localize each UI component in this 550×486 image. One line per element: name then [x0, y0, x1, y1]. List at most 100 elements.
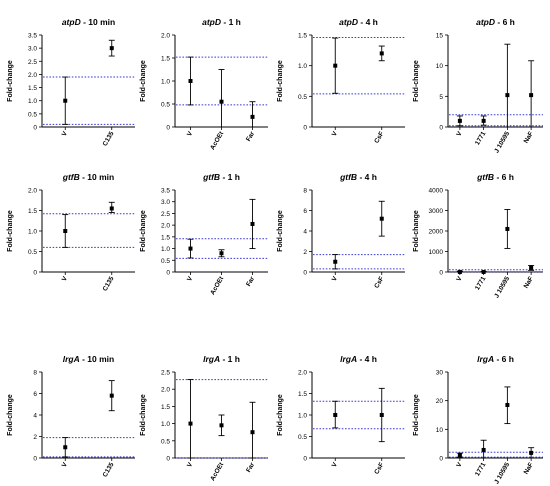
y-tick-label: 1.5 [298, 33, 307, 40]
chart-title: lrgA - 10 min [63, 354, 114, 364]
y-axis-label: Fold-change [7, 394, 14, 436]
title-gene: lrgA [203, 354, 220, 364]
title-suffix: - 1 h [221, 17, 241, 27]
chart-title: atpD - 1 h [202, 17, 241, 27]
y-tick-label: 0 [166, 270, 170, 277]
chart-title: atpD - 6 h [476, 17, 515, 27]
title-suffix: - 4 h [358, 17, 378, 27]
y-tick-label: 2.0 [28, 72, 37, 79]
title-suffix: - 4 h [357, 354, 377, 364]
y-tick-label: 4 [303, 229, 307, 236]
x-tick-label: V [455, 461, 464, 469]
title-suffix: - 4 h [357, 172, 377, 182]
data-point [250, 430, 255, 435]
title-suffix: - 1 h [220, 172, 240, 182]
data-point [379, 413, 384, 417]
data-point [457, 118, 462, 123]
data-point [529, 450, 534, 455]
x-tick-label: V [61, 130, 70, 138]
chart-title: lrgA - 1 h [203, 354, 240, 364]
title-suffix: - 6 h [494, 354, 514, 364]
y-tick-label: 1.0 [298, 63, 307, 70]
chart-panel-7: gtfB - 4 h Fold-change 0 2 4 6 8 V CsF [277, 172, 405, 290]
y-tick-label: 2.0 [161, 223, 170, 230]
y-axis-label: Fold-change [277, 60, 284, 102]
y-tick-label: 20 [436, 398, 444, 405]
y-tick-label: 8 [33, 370, 37, 377]
title-suffix: - 10 min [80, 354, 114, 364]
chart-panel-1: atpD - 10 min Fold-change 0 0.5 1.0 1.5 2.0 2.5… [7, 17, 135, 147]
y-tick-label: 0 [33, 456, 37, 463]
y-tick-label: 0.5 [161, 258, 170, 265]
data-point [481, 118, 486, 123]
x-tick-label: J 10595 [493, 130, 511, 154]
data-point [379, 216, 384, 221]
chart-title: atpD - 10 min [62, 17, 115, 27]
data-point [481, 447, 486, 452]
title-gene: gtfB [62, 172, 80, 182]
data-point [333, 63, 338, 68]
x-tick-label: V [331, 130, 340, 138]
y-axis-label: Fold-change [413, 210, 420, 252]
data-point [109, 206, 114, 211]
y-tick-label: 1.5 [28, 85, 37, 92]
y-tick-label: 0.5 [298, 94, 307, 101]
x-tick-label: C135 [102, 130, 116, 147]
x-tick-label: CsF [373, 130, 385, 144]
chart-panel-11: lrgA - 4 h Fold-change 0 0.5 1.0 1.5 2.0 V CsF [277, 354, 405, 476]
y-tick-label: 2.0 [161, 387, 170, 394]
y-tick-label: 1.5 [28, 208, 37, 215]
x-tick-label: Far [245, 275, 256, 288]
y-tick-label: 1.5 [298, 391, 307, 398]
y-tick-label: 6 [33, 391, 37, 398]
y-tick-label: 3.0 [161, 199, 170, 206]
data-point [250, 114, 255, 119]
y-tick-label: 5 [439, 94, 443, 101]
x-tick-label: V [455, 130, 464, 138]
data-point [505, 226, 510, 231]
data-point [188, 421, 193, 426]
data-point [379, 51, 384, 56]
title-gene: atpD [339, 17, 358, 27]
y-axis-label: Fold-change [413, 60, 420, 102]
chart-title: gtfB - 1 h [202, 172, 240, 182]
title-gene: lrgA [63, 354, 80, 364]
y-tick-label: 3.0 [28, 46, 37, 53]
y-tick-label: 0.5 [161, 102, 170, 109]
y-axis-label: Fold-change [140, 60, 147, 102]
data-point [63, 229, 68, 233]
title-gene: lrgA [340, 354, 357, 364]
data-point [529, 93, 534, 98]
y-tick-label: 0 [166, 125, 170, 132]
y-tick-label: 2 [33, 434, 37, 441]
y-tick-label: 0 [439, 456, 443, 463]
data-point [63, 445, 68, 450]
data-point [333, 259, 338, 264]
chart-title: gtfB - 6 h [476, 172, 514, 182]
x-tick-label: J 10595 [493, 461, 511, 485]
data-point [188, 246, 193, 251]
x-tick-label: NaF [523, 461, 535, 475]
x-tick-label: 1771 [474, 275, 487, 291]
y-axis-label: Fold-change [7, 60, 14, 102]
title-suffix: - 6 h [495, 17, 515, 27]
data-point [457, 453, 462, 458]
y-tick-label: 0 [33, 270, 37, 277]
x-tick-label: V [186, 130, 195, 138]
y-tick-label: 0 [303, 456, 307, 463]
y-tick-label: 1.0 [161, 246, 170, 253]
x-tick-label: 1771 [474, 130, 487, 146]
chart-title: lrgA - 4 h [340, 354, 377, 364]
data-point [219, 99, 224, 104]
data-point [481, 269, 486, 274]
title-suffix: - 6 h [494, 172, 514, 182]
y-axis-label: Fold-change [277, 394, 284, 436]
chart-panel-9: lrgA - 10 min Fold-change 0 2 4 6 8 V C135 [7, 354, 135, 478]
title-gene: atpD [202, 17, 221, 27]
x-tick-label: 1771 [474, 461, 487, 477]
y-tick-label: 0.5 [161, 438, 170, 445]
y-tick-label: 0 [166, 456, 170, 463]
data-point [219, 423, 224, 428]
x-tick-label: V [61, 275, 70, 283]
x-tick-label: Far [245, 461, 256, 474]
